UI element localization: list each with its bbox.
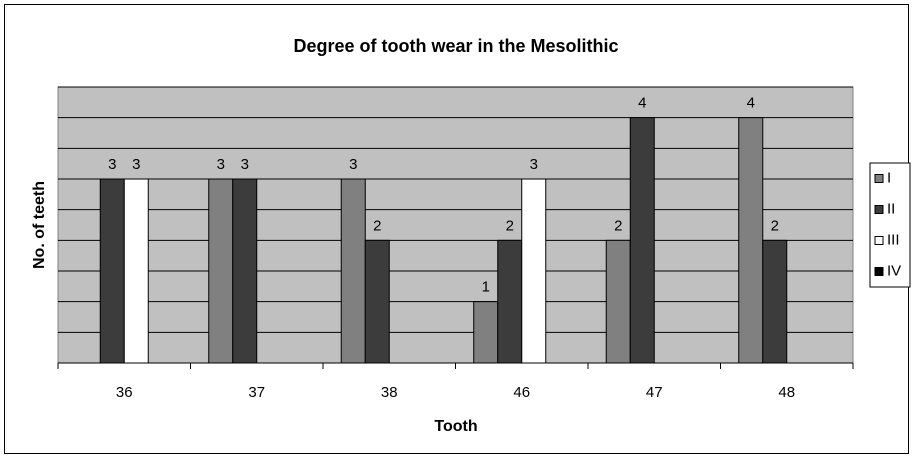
x-tick-label: 37	[248, 384, 265, 401]
bar	[738, 117, 764, 364]
bar	[208, 178, 234, 364]
bar	[629, 117, 655, 364]
data-label: 3	[241, 156, 249, 173]
chart-title: Degree of tooth wear in the Mesolithic	[293, 36, 618, 56]
bar	[605, 239, 631, 364]
bar	[99, 178, 125, 364]
data-label: 2	[373, 217, 381, 234]
legend-swatch	[874, 205, 884, 214]
data-label: 2	[771, 217, 779, 234]
legend-label: I	[887, 169, 891, 186]
x-tick-label: 38	[381, 384, 398, 401]
data-label: 3	[217, 156, 225, 173]
bar	[232, 178, 258, 364]
data-label: 1	[482, 279, 490, 296]
x-tick-label: 36	[116, 384, 133, 401]
legend-label: II	[887, 200, 895, 217]
bar	[364, 239, 390, 364]
legend-label: III	[887, 231, 900, 248]
legend-swatch	[874, 267, 884, 276]
legend-swatch	[874, 174, 884, 183]
x-tick-label: 48	[778, 384, 795, 401]
legend-box	[869, 162, 911, 288]
y-axis-title: No. of teeth	[31, 181, 48, 269]
x-tick-label: 46	[513, 384, 530, 401]
bar	[340, 178, 366, 364]
legend-label: IV	[887, 262, 901, 279]
plot-area	[57, 86, 854, 364]
bar	[497, 239, 523, 364]
bar	[123, 178, 149, 364]
bar	[762, 239, 788, 364]
data-label: 3	[132, 156, 140, 173]
data-label: 3	[349, 156, 357, 173]
data-label: 2	[614, 217, 622, 234]
bar	[521, 178, 547, 364]
x-tick-label: 47	[646, 384, 663, 401]
bar	[473, 301, 499, 364]
data-label: 3	[108, 156, 116, 173]
data-label: 2	[506, 217, 514, 234]
data-label: 4	[747, 95, 755, 112]
data-label: 3	[530, 156, 538, 173]
data-label: 4	[638, 95, 646, 112]
legend-swatch	[874, 236, 884, 245]
x-axis-title: Tooth	[434, 418, 477, 435]
